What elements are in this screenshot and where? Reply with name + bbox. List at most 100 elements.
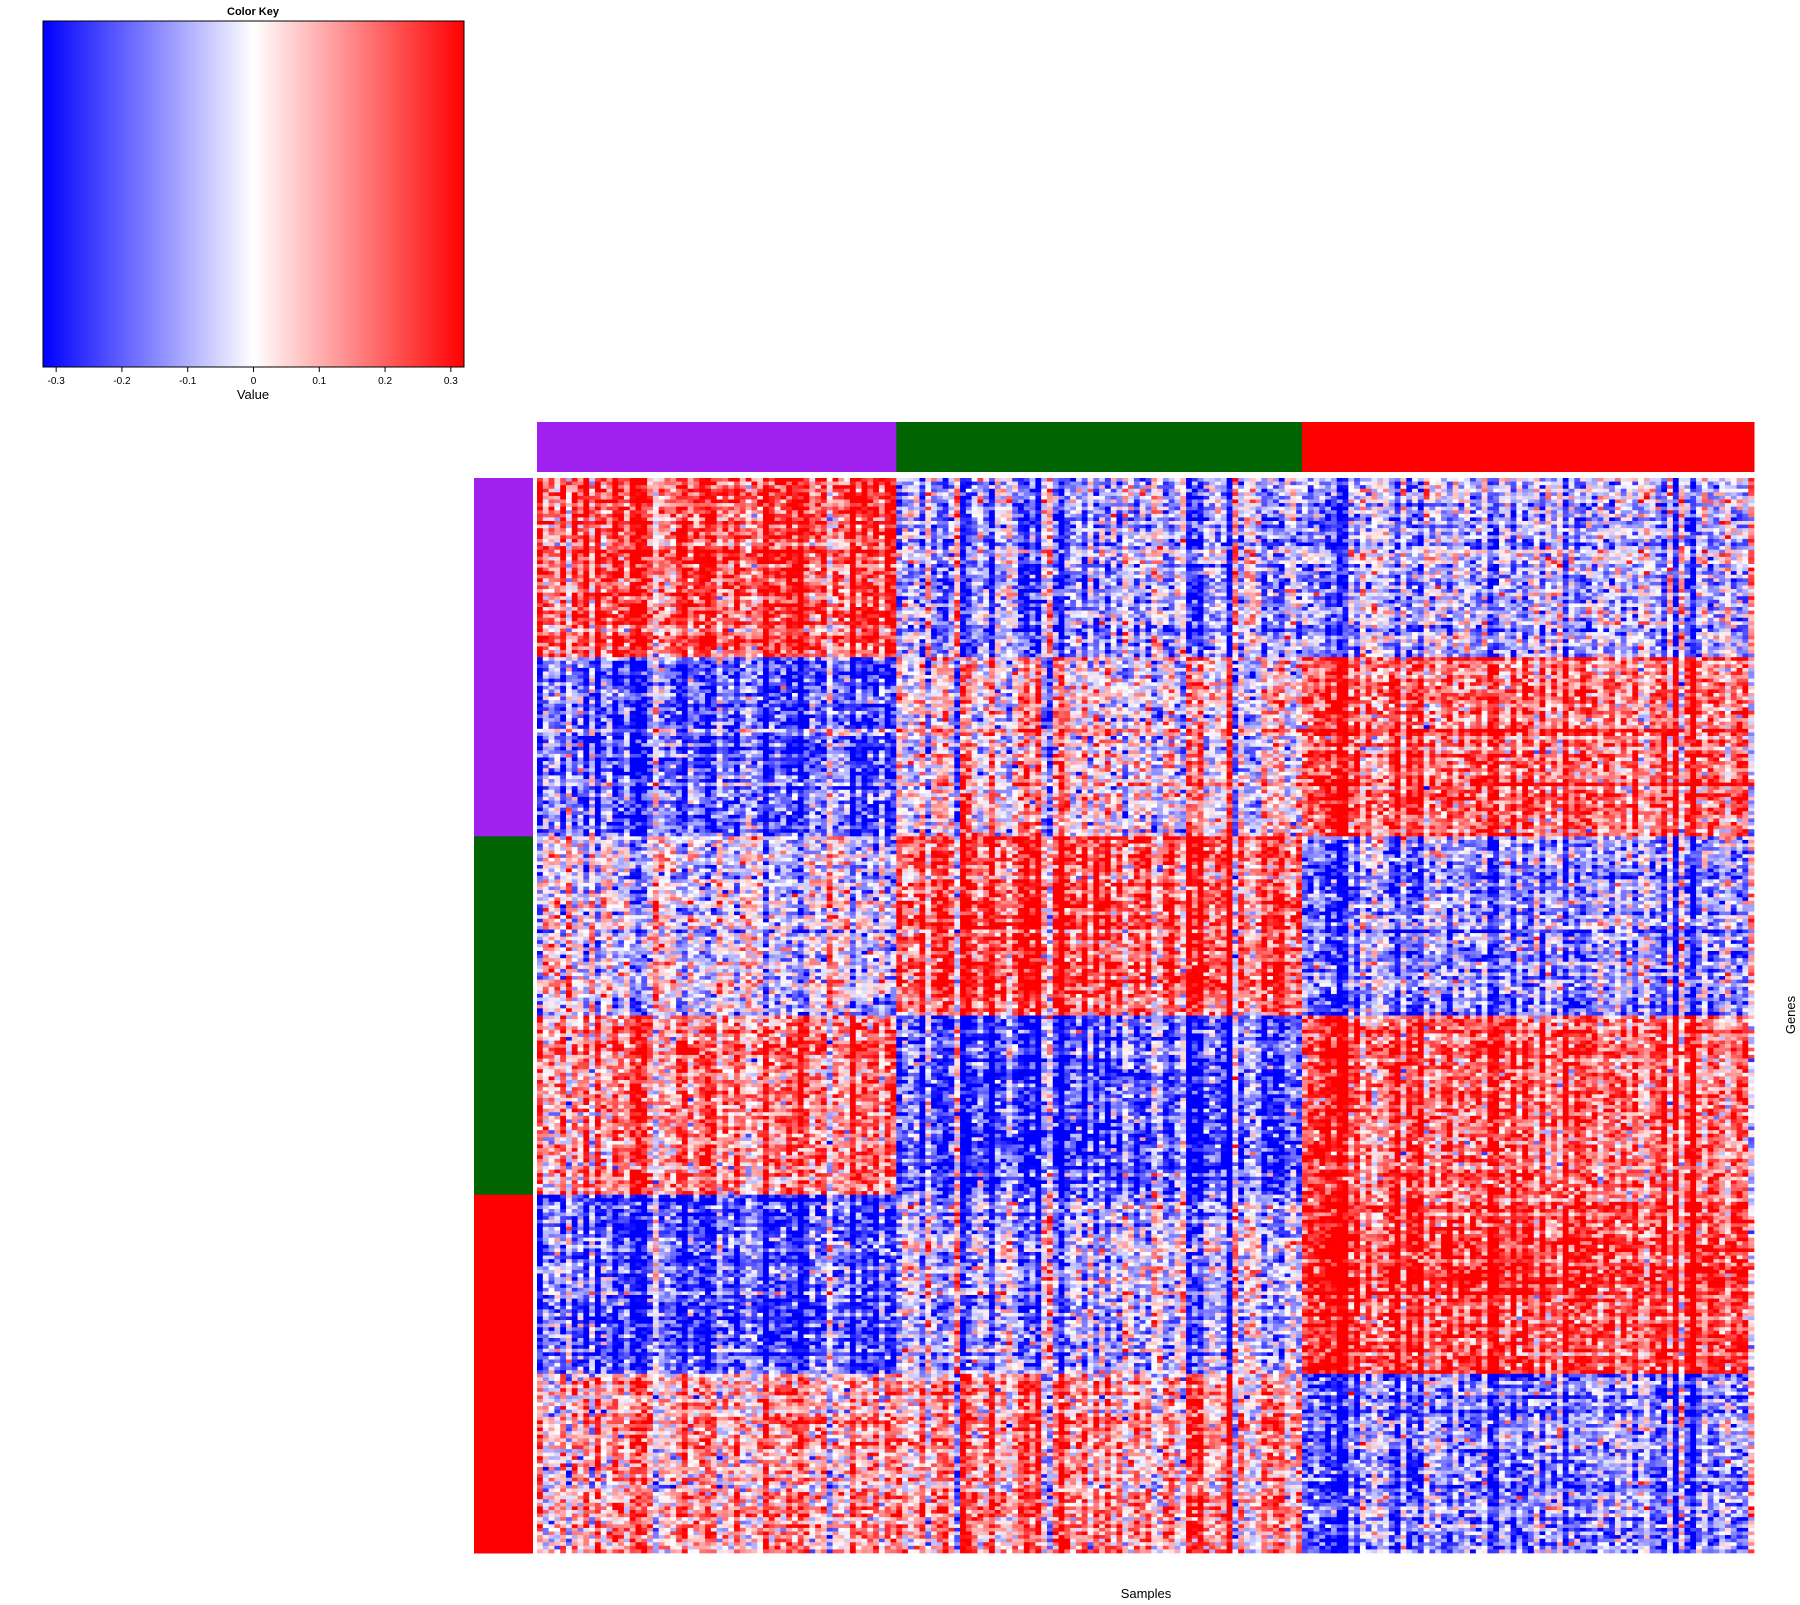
heatmap-cell xyxy=(682,514,688,518)
heatmap-cell xyxy=(1522,525,1528,529)
heatmap-cell xyxy=(1400,525,1406,529)
heatmap-cell xyxy=(688,532,694,536)
heatmap-cell xyxy=(1528,521,1534,525)
heatmap-cell xyxy=(1203,532,1209,536)
heatmap-cell xyxy=(879,503,885,507)
heatmap-cell xyxy=(751,478,757,482)
heatmap-cell xyxy=(1708,525,1714,529)
heatmap-cell xyxy=(1453,478,1459,482)
heatmap-cell xyxy=(636,482,642,486)
heatmap-cell xyxy=(1232,500,1238,504)
heatmap-cell xyxy=(1093,496,1099,500)
heatmap-cell xyxy=(792,521,798,525)
heatmap-cell xyxy=(1650,503,1656,507)
heatmap-cell xyxy=(1667,496,1673,500)
heatmap-cell xyxy=(630,485,636,489)
heatmap-cell xyxy=(1285,507,1291,511)
heatmap-cell xyxy=(1314,500,1320,504)
heatmap-cell xyxy=(1627,489,1633,493)
heatmap-cell xyxy=(937,489,943,493)
heatmap-cell xyxy=(1279,492,1285,496)
heatmap-cell xyxy=(1522,521,1528,525)
heatmap-cell xyxy=(734,500,740,504)
heatmap-cell xyxy=(1250,482,1256,486)
heatmap-cell xyxy=(1383,528,1389,532)
heatmap-cell xyxy=(873,521,879,525)
heatmap-cell xyxy=(1661,514,1667,518)
heatmap-cell xyxy=(653,535,659,539)
heatmap-cell xyxy=(1528,485,1534,489)
color-key-gradient xyxy=(43,21,464,367)
heatmap-cell xyxy=(1273,517,1279,521)
heatmap-cell xyxy=(919,514,925,518)
heatmap-cell xyxy=(1117,535,1123,539)
heatmap-cell xyxy=(543,521,549,525)
heatmap-cell xyxy=(1742,507,1748,511)
heatmap-cell xyxy=(919,503,925,507)
heatmap-cell xyxy=(659,532,665,536)
heatmap-cell xyxy=(1117,500,1123,504)
heatmap-cell xyxy=(653,500,659,504)
heatmap-cell xyxy=(1424,478,1430,482)
heatmap-cell xyxy=(1551,539,1557,543)
heatmap-cell xyxy=(1574,525,1580,529)
heatmap-cell xyxy=(688,521,694,525)
heatmap-cell xyxy=(925,478,931,482)
heatmap-cell xyxy=(705,535,711,539)
heatmap-cell xyxy=(1708,517,1714,521)
heatmap-cell xyxy=(572,503,578,507)
heatmap-cell xyxy=(792,528,798,532)
heatmap-cell xyxy=(1702,528,1708,532)
heatmap-cell xyxy=(682,528,688,532)
heatmap-cell xyxy=(1343,528,1349,532)
heatmap-cell xyxy=(833,528,839,532)
heatmap-cell xyxy=(972,521,978,525)
heatmap-cell xyxy=(1088,510,1094,514)
heatmap-cell xyxy=(786,525,792,529)
heatmap-cell xyxy=(560,535,566,539)
heatmap-cell xyxy=(1592,492,1598,496)
heatmap-cell xyxy=(972,510,978,514)
heatmap-cell xyxy=(833,532,839,536)
heatmap-cell xyxy=(1203,485,1209,489)
heatmap-cell xyxy=(583,539,589,543)
heatmap-cell xyxy=(757,492,763,496)
heatmap-cell xyxy=(1203,525,1209,529)
heatmap-cell xyxy=(665,507,671,511)
heatmap-cell xyxy=(653,528,659,532)
heatmap-cell xyxy=(1621,503,1627,507)
heatmap-cell xyxy=(763,500,769,504)
heatmap-cell xyxy=(1203,539,1209,543)
heatmap-cell xyxy=(1041,489,1047,493)
heatmap-cell xyxy=(1314,503,1320,507)
heatmap-cell xyxy=(1684,482,1690,486)
heatmap-cell xyxy=(578,539,584,543)
heatmap-cell xyxy=(1731,510,1737,514)
heatmap-cell xyxy=(1157,539,1163,543)
heatmap-cell xyxy=(960,507,966,511)
heatmap-cell xyxy=(757,482,763,486)
heatmap-cell xyxy=(1279,521,1285,525)
heatmap-cell xyxy=(1134,500,1140,504)
heatmap-cell xyxy=(595,532,601,536)
heatmap-cell xyxy=(908,478,914,482)
heatmap-cell xyxy=(722,478,728,482)
heatmap-cell xyxy=(1708,485,1714,489)
heatmap-cell xyxy=(885,485,891,489)
heatmap-cell xyxy=(595,478,601,482)
heatmap-cell xyxy=(1389,517,1395,521)
heatmap-cell xyxy=(1325,517,1331,521)
heatmap-cell xyxy=(1569,496,1575,500)
heatmap-cell xyxy=(624,528,630,532)
heatmap-cell xyxy=(1731,503,1737,507)
heatmap-cell xyxy=(751,510,757,514)
heatmap-cell xyxy=(1366,532,1372,536)
heatmap-cell xyxy=(780,507,786,511)
heatmap-cell xyxy=(699,517,705,521)
heatmap-cell xyxy=(1348,528,1354,532)
heatmap-cell xyxy=(1418,500,1424,504)
heatmap-cell xyxy=(919,496,925,500)
heatmap-cell xyxy=(1383,478,1389,482)
heatmap-cell xyxy=(1146,485,1152,489)
heatmap-cell xyxy=(948,503,954,507)
